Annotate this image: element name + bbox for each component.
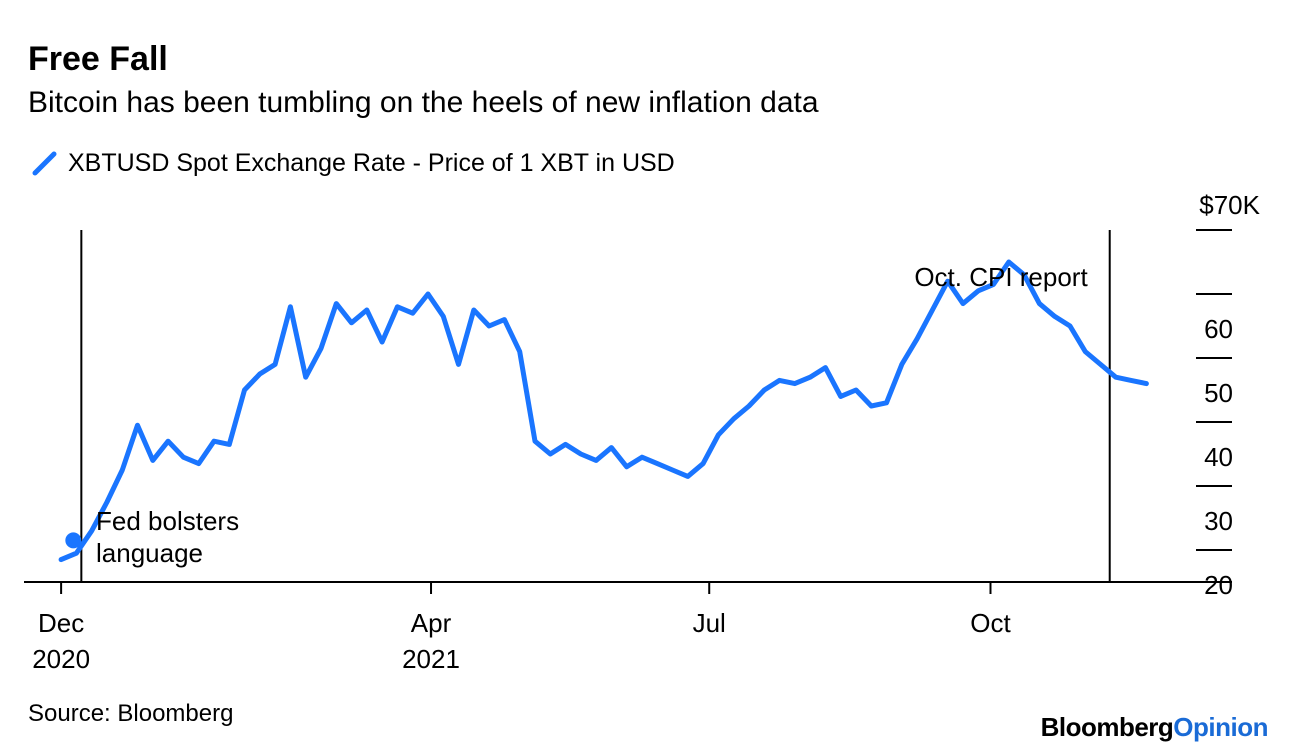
x-tick-label-3: Oct	[970, 608, 1011, 638]
chart-subtitle: Bitcoin has been tumbling on the heels o…	[28, 86, 819, 119]
y-tick-label-2: 50	[1204, 378, 1233, 408]
annotation-fed-line1: Fed bolsters	[96, 506, 239, 536]
legend-swatch-icon	[32, 151, 57, 176]
x-tick-label-2: Jul	[693, 608, 726, 638]
x-tick-year-label-1: 2021	[402, 644, 460, 674]
y-tick-label-3: 40	[1204, 442, 1233, 472]
legend: XBTUSD Spot Exchange Rate - Price of 1 X…	[30, 148, 675, 178]
x-tick-year-label-0: 2020	[32, 644, 90, 674]
annotation-cpi-report: Oct. CPI report	[914, 262, 1088, 292]
y-tick-label-0: $70K	[1199, 190, 1260, 220]
legend-label: XBTUSD Spot Exchange Rate - Price of 1 X…	[68, 148, 675, 177]
brand-bloomberg: Bloomberg	[1040, 712, 1174, 742]
brand-logo: BloombergOpinion	[1040, 712, 1269, 743]
brand-opinion: Opinion	[1173, 712, 1268, 742]
y-tick-label-4: 30	[1204, 506, 1233, 536]
x-tick-label-1: Apr	[411, 608, 452, 638]
annotation-fed-line2: language	[96, 538, 203, 568]
series-line-xbtusd	[58, 259, 1149, 563]
y-tick-label-5: 20	[1204, 570, 1233, 600]
chart-title: Free Fall	[28, 40, 168, 78]
y-tick-label-1: 60	[1204, 314, 1233, 344]
source-note: Source: Bloomberg	[28, 700, 234, 727]
x-tick-label-0: Dec	[38, 608, 84, 638]
fed-marker-dot	[65, 532, 82, 549]
